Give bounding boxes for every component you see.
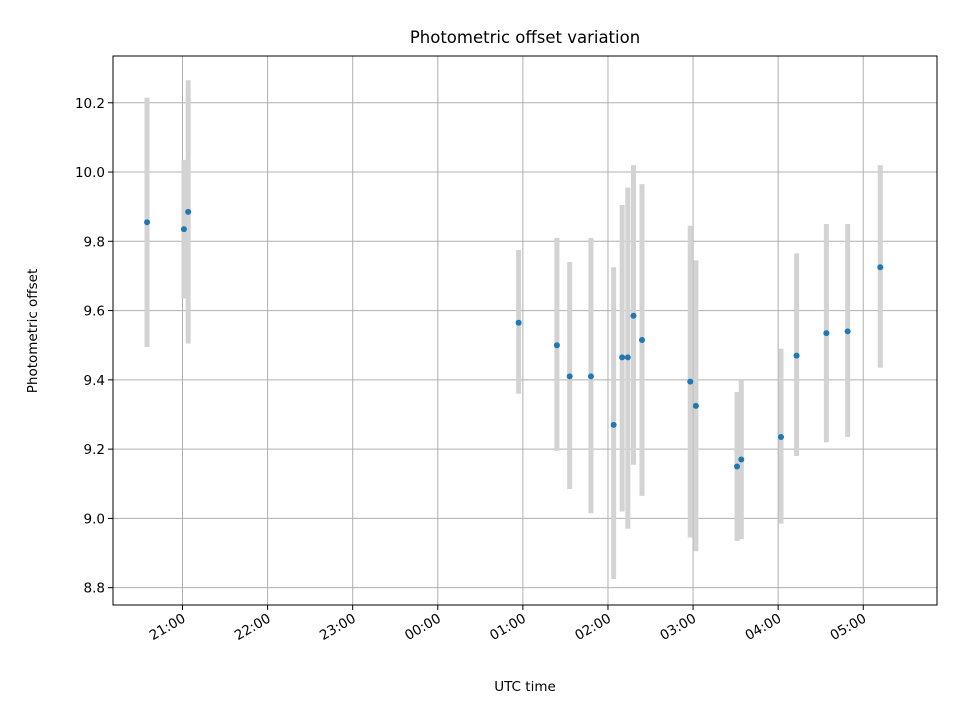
- y-tick-label: 8.8: [84, 581, 105, 597]
- data-point: [823, 330, 830, 337]
- data-point: [553, 342, 560, 349]
- y-tick-label: 9.8: [84, 234, 105, 250]
- data-point: [877, 264, 884, 271]
- y-tick-label: 10.2: [75, 96, 105, 112]
- data-point: [587, 373, 594, 380]
- plot-frame: [112, 55, 938, 606]
- data-point: [777, 434, 784, 441]
- data-point: [630, 312, 637, 319]
- chart-title: Photometric offset variation: [410, 28, 640, 47]
- data-point: [687, 378, 694, 385]
- data-point: [619, 354, 626, 361]
- data-point: [185, 208, 192, 215]
- data-point: [639, 337, 646, 344]
- data-point: [144, 219, 151, 226]
- y-tick-label: 9.6: [84, 304, 105, 320]
- data-point: [734, 463, 741, 470]
- grid-lines: [113, 56, 937, 605]
- y-tick-label: 9.4: [84, 373, 105, 389]
- y-axis-label: Photometric offset: [25, 269, 41, 393]
- data-point: [692, 402, 699, 409]
- data-point: [515, 319, 522, 326]
- data-point: [610, 421, 617, 428]
- y-axis-ticks: 8.8 9.0 9.2 9.4 9.6 9.8 10.0 10.2: [75, 96, 113, 597]
- y-tick-label: 9.0: [84, 511, 105, 527]
- x-axis-label: UTC time: [494, 679, 556, 695]
- data-point: [624, 354, 631, 361]
- data-point: [844, 328, 851, 335]
- y-tick-label: 10.0: [75, 165, 105, 181]
- data-point: [180, 226, 187, 233]
- data-point: [738, 456, 745, 463]
- data-points: [144, 208, 884, 470]
- y-tick-label: 9.2: [84, 442, 105, 458]
- data-point: [793, 352, 800, 359]
- data-point: [566, 373, 573, 380]
